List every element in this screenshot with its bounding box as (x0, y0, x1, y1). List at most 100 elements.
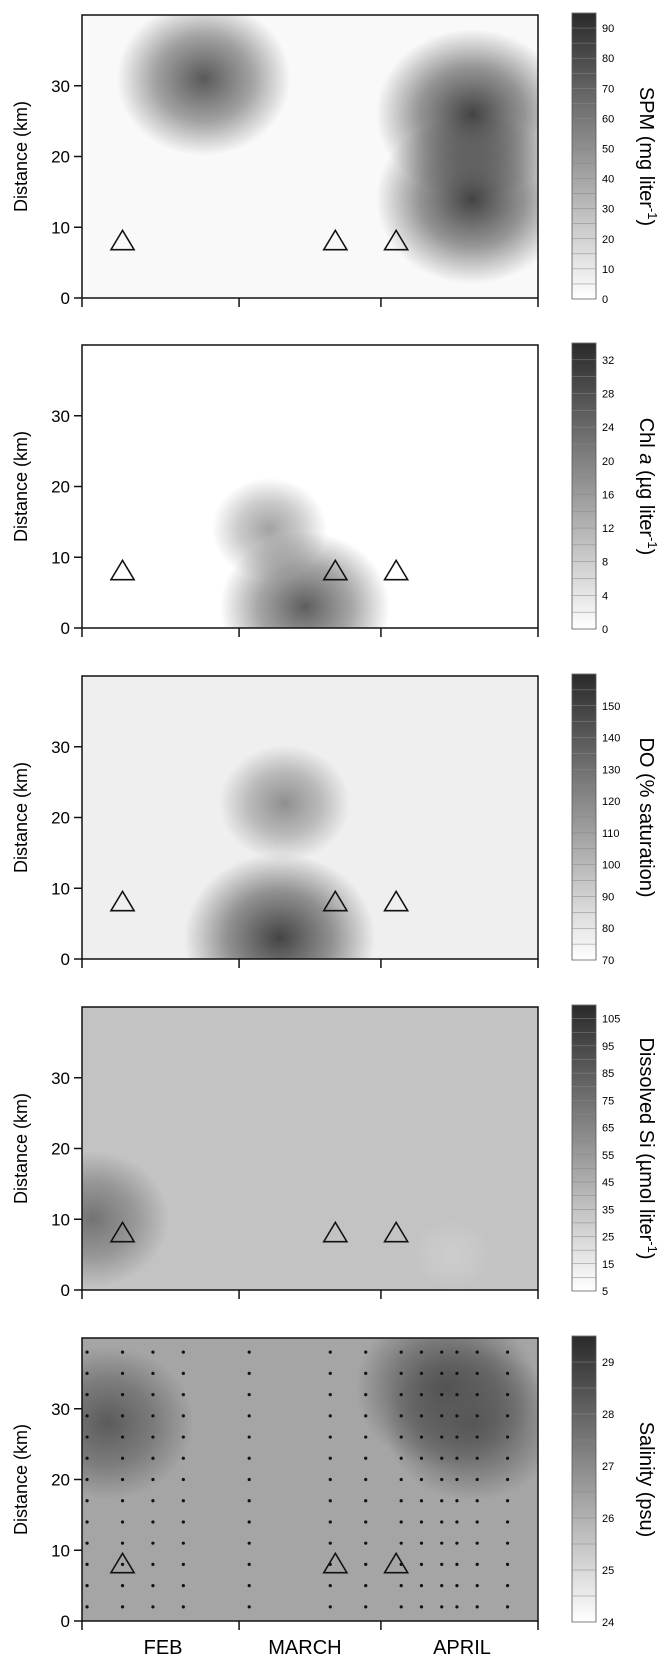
sample-point (247, 1562, 251, 1566)
sampling-marker-triangle (322, 1551, 349, 1574)
colorbar-tick-label: 28 (602, 388, 614, 400)
y-tick-label: 30 (51, 407, 70, 426)
sample-point (399, 1456, 403, 1460)
heatmap-field (82, 345, 538, 628)
sampling-marker-triangle (322, 228, 349, 251)
sample-point (120, 1371, 125, 1375)
sample-point (419, 1477, 424, 1482)
y-tick-label: 0 (61, 1612, 70, 1631)
sample-point (419, 1435, 424, 1439)
sample-point (455, 1477, 459, 1482)
sample-point (455, 1414, 459, 1418)
sample-point (85, 1414, 89, 1418)
sampling-marker-triangle (322, 1220, 349, 1243)
colorbar-title: Chl a (µg liter-1) (635, 418, 660, 556)
y-tick-label: 10 (51, 218, 70, 237)
sample-point (120, 1605, 125, 1609)
colorbar-scale (571, 1004, 597, 1292)
heatmap-hotspot (219, 531, 390, 628)
sample-point (247, 1350, 251, 1354)
sample-point (151, 1584, 155, 1588)
sample-point (85, 1499, 89, 1503)
sample-point (440, 1393, 444, 1397)
colorbar-title: DO (% saturation) (635, 737, 657, 897)
sample-point (440, 1456, 444, 1460)
sample-point (475, 1435, 479, 1439)
sample-point (440, 1371, 444, 1375)
heatmap-hotspot (384, 1344, 538, 1501)
sample-point (455, 1584, 459, 1588)
sample-point (151, 1435, 155, 1439)
sample-point (440, 1499, 444, 1503)
heatmap-field (82, 676, 538, 959)
y-axis-label: Distance (km) (11, 431, 31, 542)
sample-point (151, 1541, 155, 1545)
colorbar-tick-label: 80 (602, 53, 614, 65)
colorbar-tick-label: 35 (602, 1204, 614, 1216)
sample-point (475, 1371, 479, 1375)
panel-4: 0 10 20 30 Distance (km) 5 15 25 35 45 55 65 75 85 95 1… (11, 1004, 660, 1300)
sample-point (455, 1456, 459, 1460)
y-tick-label: 30 (51, 738, 70, 757)
sample-point (364, 1499, 368, 1503)
sample-point (475, 1414, 479, 1418)
colorbar-tick-label: 24 (602, 422, 614, 434)
colorbar-tick-label: 40 (602, 174, 614, 186)
sampling-marker-triangle (383, 1220, 410, 1243)
colorbar-scale (571, 1335, 597, 1623)
colorbar-tick-label: 20 (602, 456, 614, 468)
panel-1: 0 10 20 30 Distance (km) 0 10 20 30 40 50 60 70 80 90 S… (11, 12, 660, 308)
colorbar-scale (571, 12, 597, 300)
sample-point (247, 1414, 251, 1418)
sample-point (399, 1414, 403, 1418)
sample-point (455, 1562, 459, 1566)
sample-point (120, 1350, 125, 1354)
colorbar-tick-label: 27 (602, 1461, 614, 1473)
sample-point (328, 1435, 332, 1439)
colorbar: 70 80 90 100 110 120 130 140 150 (571, 673, 620, 967)
colorbar-scale (571, 342, 597, 630)
sample-point (247, 1477, 251, 1482)
colorbar-tick-label: 32 (602, 355, 614, 367)
colorbar: 0 10 20 30 40 50 60 70 80 90 (571, 12, 614, 306)
panel-3: 0 10 20 30 Distance (km) 70 80 90 100 110 120 130 14… (11, 673, 657, 969)
sample-point (181, 1584, 185, 1588)
colorbar: 5 15 25 35 45 55 65 75 85 95 105 (571, 1004, 620, 1298)
sample-point (120, 1477, 125, 1482)
sample-point (85, 1562, 89, 1566)
sample-point (120, 1414, 125, 1418)
sample-point (419, 1520, 424, 1524)
sample-point (181, 1605, 185, 1609)
sample-point (440, 1605, 444, 1609)
sample-point (419, 1605, 424, 1609)
y-tick-label: 10 (51, 548, 70, 567)
colorbar-tick-label: 8 (602, 557, 608, 569)
sample-point (151, 1520, 155, 1524)
sample-point (328, 1350, 332, 1354)
sample-point (181, 1350, 185, 1354)
sampling-marker-triangle (322, 558, 349, 581)
colorbar-tick-label: 25 (602, 1565, 614, 1577)
sample-point (364, 1350, 368, 1354)
sample-point (181, 1520, 185, 1524)
sample-point (475, 1541, 479, 1545)
sample-point (151, 1456, 155, 1460)
y-tick-label: 20 (51, 478, 70, 497)
sample-point (328, 1520, 332, 1524)
heatmap-field (82, 15, 538, 298)
colorbar-tick-label: 25 (602, 1232, 614, 1244)
sampling-marker-triangle (109, 1551, 136, 1574)
sample-point (475, 1584, 479, 1588)
sampling-marker-triangle (322, 889, 349, 912)
colorbar-tick-label: 60 (602, 113, 614, 125)
sample-point (181, 1541, 185, 1545)
sample-point (151, 1393, 155, 1397)
colorbar-title: Dissolved Si (µmol liter-1) (635, 1037, 660, 1259)
sample-point (328, 1477, 332, 1482)
sample-point (247, 1456, 251, 1460)
sample-point (181, 1393, 185, 1397)
sample-point (151, 1499, 155, 1503)
sampling-marker-triangle (109, 889, 136, 912)
